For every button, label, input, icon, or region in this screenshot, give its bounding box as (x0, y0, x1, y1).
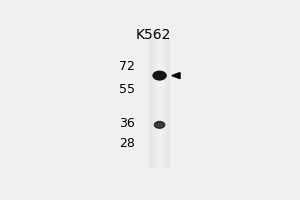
Text: K562: K562 (136, 28, 171, 42)
Text: 36: 36 (119, 117, 135, 130)
Circle shape (154, 72, 165, 79)
Circle shape (153, 71, 166, 80)
Circle shape (154, 72, 165, 79)
Circle shape (154, 72, 165, 79)
Text: 72: 72 (119, 60, 135, 73)
Circle shape (154, 72, 166, 80)
Text: 55: 55 (119, 83, 135, 96)
Circle shape (153, 71, 166, 80)
Circle shape (154, 72, 165, 79)
Circle shape (154, 72, 165, 79)
Circle shape (154, 72, 165, 79)
Circle shape (153, 71, 166, 80)
Circle shape (154, 72, 165, 79)
Circle shape (154, 72, 164, 79)
Circle shape (154, 72, 166, 80)
Circle shape (153, 71, 166, 80)
Polygon shape (172, 73, 180, 79)
Text: 28: 28 (119, 137, 135, 150)
Circle shape (154, 72, 165, 79)
Circle shape (154, 121, 165, 128)
Circle shape (154, 72, 165, 79)
Circle shape (153, 71, 166, 80)
Circle shape (153, 72, 166, 80)
Circle shape (154, 72, 165, 79)
